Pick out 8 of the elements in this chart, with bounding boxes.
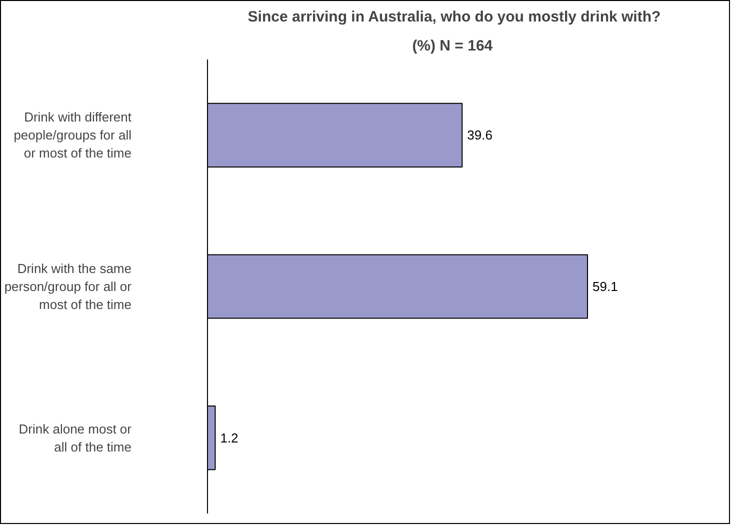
y-tick-label: Drink with the same person/group for all or most of the time — [4, 261, 132, 312]
chart-subtitle: (%) N = 164 — [412, 38, 494, 54]
y-tick-label: Drink alone most or all of the time — [18, 421, 132, 454]
data-label: 39.6 — [467, 128, 492, 143]
data-label: 1.2 — [220, 430, 238, 446]
y-tick-label: Drink with different people/groups for all or most of the time — [14, 110, 132, 161]
data-label: 59.1 — [592, 279, 618, 294]
chart-title: Since arriving in Australia, who do you mostly drink with? — [248, 8, 661, 26]
